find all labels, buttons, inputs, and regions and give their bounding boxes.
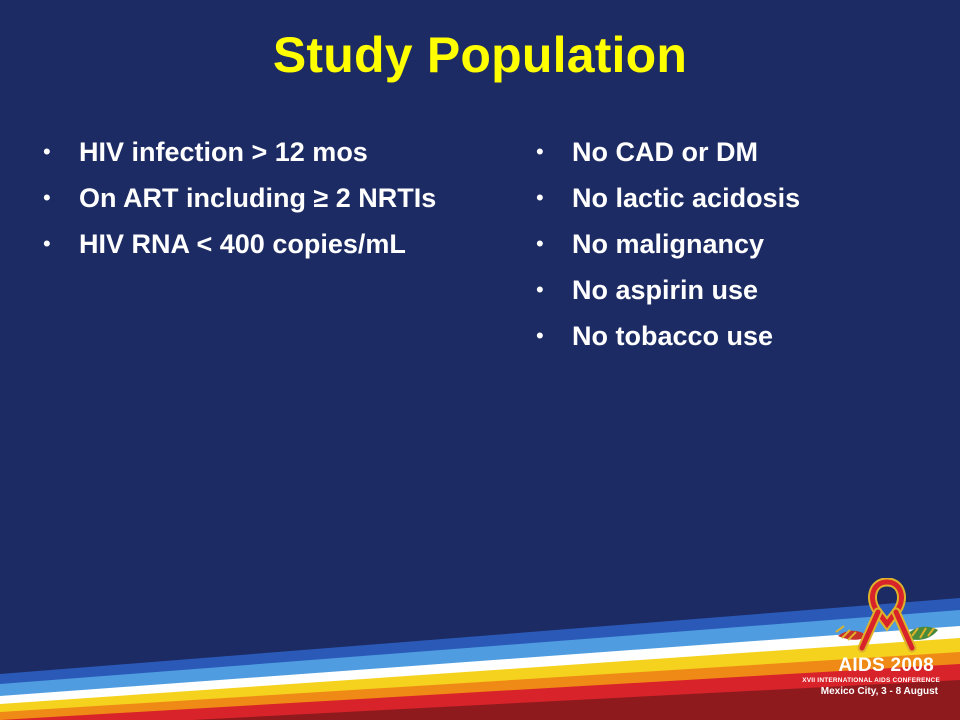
logo-name: AIDS 2008 (838, 655, 934, 676)
red-ribbon-icon (835, 578, 938, 653)
bullet-item: • No lactic acidosis (533, 180, 933, 226)
bullet-item: • HIV infection > 12 mos (40, 134, 510, 180)
bullet-icon: • (536, 185, 544, 210)
bullet-item: • No tobacco use (533, 318, 933, 364)
bullet-icon: • (43, 231, 51, 256)
bullet-icon: • (536, 323, 544, 348)
logo-place: Mexico City, 3 - 8 August (820, 686, 938, 697)
slide-title: Study Population (272, 27, 688, 83)
bullet-text: On ART including ≥ 2 NRTIs (79, 183, 437, 213)
bullet-icon: • (43, 185, 51, 210)
bullet-icon: • (43, 139, 51, 164)
right-bullet-list: • No CAD or DM • No lactic acidosis • No ma… (533, 134, 933, 364)
bullet-item: • HIV RNA < 400 copies/mL (40, 226, 510, 272)
bullet-item: • No aspirin use (533, 272, 933, 318)
bullet-text: No aspirin use (572, 275, 759, 305)
left-bullet-list: • HIV infection > 12 mos • On ART includin… (40, 134, 510, 272)
bullet-item: • No CAD or DM (533, 134, 933, 180)
bullet-icon: • (536, 139, 544, 164)
bullet-text: No tobacco use (572, 321, 774, 351)
bullet-text: No malignancy (572, 229, 765, 259)
bullet-icon: • (536, 231, 544, 256)
logo-subtitle: XVII INTERNATIONAL AIDS CONFERENCE (802, 677, 940, 684)
bullet-text: HIV infection > 12 mos (79, 137, 368, 167)
bullet-item: • On ART including ≥ 2 NRTIs (40, 180, 510, 226)
bullet-text: No lactic acidosis (572, 183, 801, 213)
bullet-icon: • (536, 277, 544, 302)
bullet-text: HIV RNA < 400 copies/mL (79, 229, 406, 259)
bullet-text: No CAD or DM (572, 137, 758, 167)
bullet-item: • No malignancy (533, 226, 933, 272)
